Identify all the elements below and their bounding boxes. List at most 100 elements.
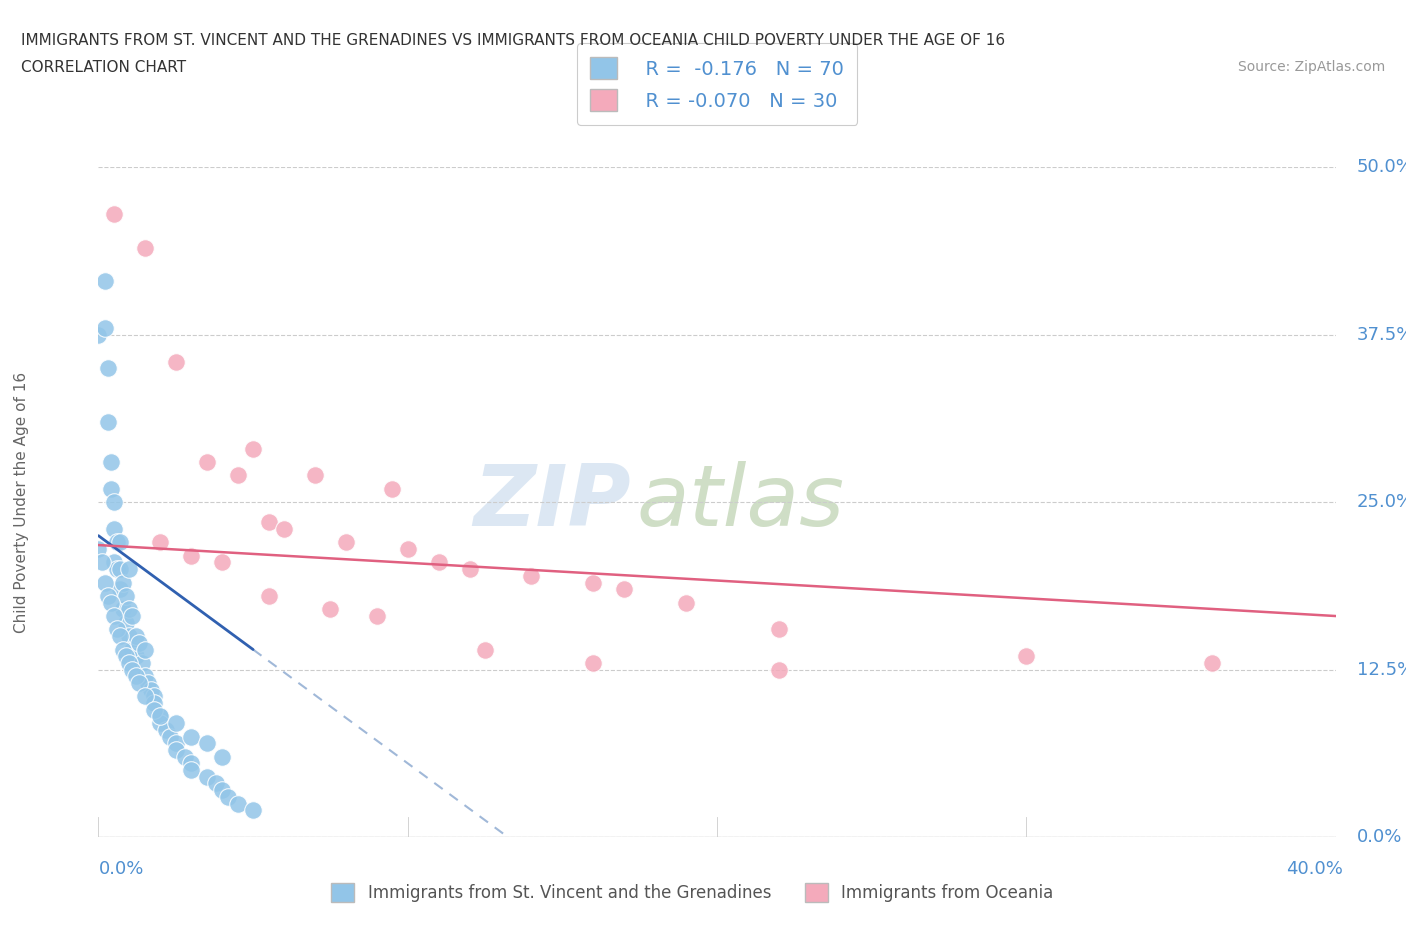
Point bbox=[149, 716, 172, 731]
Point bbox=[93, 321, 115, 336]
Point bbox=[118, 602, 141, 617]
Point bbox=[112, 602, 135, 617]
Point bbox=[121, 642, 143, 657]
Point bbox=[1015, 649, 1038, 664]
Legend: Immigrants from St. Vincent and the Grenadines, Immigrants from Oceania: Immigrants from St. Vincent and the Gren… bbox=[325, 876, 1060, 909]
Text: atlas: atlas bbox=[637, 460, 845, 544]
Point bbox=[159, 729, 181, 744]
Point bbox=[211, 750, 233, 764]
Point bbox=[582, 656, 605, 671]
Point bbox=[139, 683, 162, 698]
Point bbox=[97, 361, 120, 376]
Point bbox=[217, 790, 239, 804]
Point bbox=[90, 555, 112, 570]
Point bbox=[768, 662, 790, 677]
Point bbox=[97, 415, 120, 430]
Point bbox=[103, 522, 125, 537]
Text: 25.0%: 25.0% bbox=[1357, 493, 1406, 512]
Point bbox=[768, 622, 790, 637]
Point bbox=[304, 468, 326, 483]
Point bbox=[180, 549, 202, 564]
Point bbox=[136, 675, 159, 690]
Point bbox=[396, 541, 419, 556]
Point bbox=[582, 575, 605, 590]
Point bbox=[115, 649, 138, 664]
Point bbox=[149, 535, 172, 550]
Point bbox=[165, 716, 187, 731]
Point bbox=[366, 608, 388, 623]
Point bbox=[195, 769, 218, 784]
Point bbox=[105, 562, 128, 577]
Point bbox=[134, 689, 156, 704]
Point bbox=[121, 662, 143, 677]
Point bbox=[112, 642, 135, 657]
Point bbox=[108, 629, 131, 644]
Point bbox=[134, 240, 156, 255]
Point bbox=[143, 696, 166, 711]
Text: 12.5%: 12.5% bbox=[1357, 660, 1406, 679]
Point bbox=[100, 482, 122, 497]
Point bbox=[118, 629, 141, 644]
Point bbox=[103, 206, 125, 221]
Point bbox=[124, 669, 146, 684]
Text: ZIP: ZIP bbox=[472, 460, 630, 544]
Text: 0.0%: 0.0% bbox=[98, 860, 143, 878]
Point bbox=[128, 675, 150, 690]
Point bbox=[112, 575, 135, 590]
Point bbox=[103, 608, 125, 623]
Text: Child Poverty Under the Age of 16: Child Poverty Under the Age of 16 bbox=[14, 372, 28, 632]
Point bbox=[226, 468, 249, 483]
Point bbox=[242, 441, 264, 456]
Point bbox=[1201, 656, 1223, 671]
Point bbox=[319, 602, 342, 617]
Point bbox=[103, 555, 125, 570]
Point bbox=[335, 535, 357, 550]
Text: 0.0%: 0.0% bbox=[1357, 828, 1402, 846]
Point bbox=[93, 575, 115, 590]
Point bbox=[118, 562, 141, 577]
Point bbox=[675, 595, 697, 610]
Point bbox=[143, 702, 166, 717]
Point bbox=[124, 649, 146, 664]
Point bbox=[105, 622, 128, 637]
Point bbox=[87, 541, 110, 556]
Point bbox=[257, 589, 280, 604]
Point bbox=[211, 555, 233, 570]
Point bbox=[115, 589, 138, 604]
Point bbox=[108, 582, 131, 597]
Text: Source: ZipAtlas.com: Source: ZipAtlas.com bbox=[1237, 60, 1385, 74]
Point bbox=[108, 535, 131, 550]
Point bbox=[195, 736, 218, 751]
Point bbox=[143, 689, 166, 704]
Text: IMMIGRANTS FROM ST. VINCENT AND THE GRENADINES VS IMMIGRANTS FROM OCEANIA CHILD : IMMIGRANTS FROM ST. VINCENT AND THE GREN… bbox=[21, 33, 1005, 47]
Text: 37.5%: 37.5% bbox=[1357, 326, 1406, 344]
Point bbox=[131, 656, 153, 671]
Point bbox=[226, 796, 249, 811]
Point bbox=[520, 568, 543, 583]
Point bbox=[134, 669, 156, 684]
Point bbox=[195, 455, 218, 470]
Point bbox=[121, 608, 143, 623]
Point bbox=[100, 455, 122, 470]
Point bbox=[174, 750, 197, 764]
Point bbox=[458, 562, 481, 577]
Point bbox=[105, 535, 128, 550]
Text: 50.0%: 50.0% bbox=[1357, 158, 1406, 177]
Point bbox=[115, 616, 138, 631]
Point bbox=[165, 736, 187, 751]
Point bbox=[165, 742, 187, 757]
Point bbox=[87, 327, 110, 342]
Point bbox=[613, 582, 636, 597]
Point bbox=[100, 595, 122, 610]
Point bbox=[134, 642, 156, 657]
Point bbox=[427, 555, 450, 570]
Point bbox=[124, 629, 146, 644]
Point bbox=[180, 763, 202, 777]
Point bbox=[381, 482, 404, 497]
Point bbox=[180, 756, 202, 771]
Point bbox=[273, 522, 295, 537]
Point bbox=[155, 723, 177, 737]
Point bbox=[149, 709, 172, 724]
Point bbox=[128, 635, 150, 650]
Text: CORRELATION CHART: CORRELATION CHART bbox=[21, 60, 186, 75]
